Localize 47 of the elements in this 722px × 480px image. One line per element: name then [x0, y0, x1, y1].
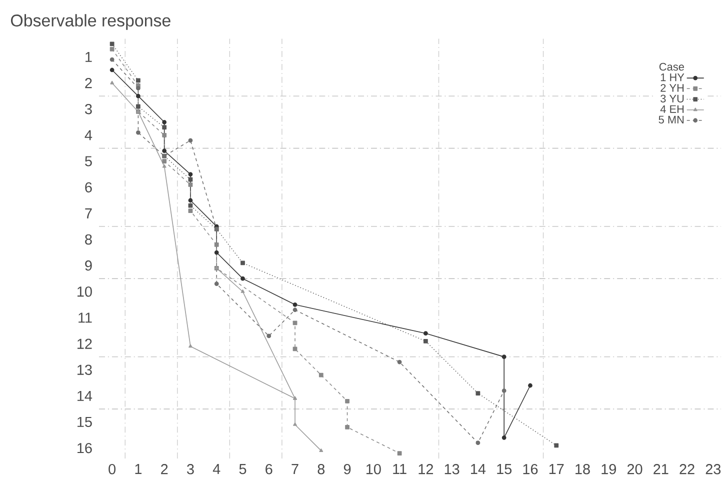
- x-tick-label: 13: [444, 464, 460, 474]
- x-tick-label: 11: [393, 464, 406, 474]
- y-tick-label: 6: [85, 182, 92, 192]
- y-tick-label: 16: [78, 442, 92, 454]
- x-tick-label: 23: [706, 464, 721, 474]
- legend-label: 4 EH: [660, 105, 684, 113]
- y-tick-label: 11: [78, 312, 92, 323]
- x-tick-label: 3: [187, 464, 194, 474]
- x-tick-label: 5: [239, 464, 246, 474]
- y-tick-label: 1: [86, 52, 92, 62]
- x-tick-label: 22: [680, 464, 694, 474]
- y-tick-label: 9: [85, 260, 92, 271]
- y-tick-label: 10: [78, 286, 92, 297]
- y-axis-title: Observable response: [10, 14, 170, 30]
- x-tick-label: 9: [344, 464, 351, 474]
- x-tick-label: 17: [549, 464, 564, 474]
- x-tick-label: 20: [627, 464, 642, 474]
- legend-label: 2 YH: [660, 84, 684, 92]
- x-tick-label: 1: [135, 464, 142, 474]
- y-tick-label: 12: [78, 338, 92, 349]
- x-tick-label: 2: [161, 464, 168, 474]
- x-tick-label: 7: [292, 464, 298, 474]
- x-tick-label: 16: [523, 464, 538, 474]
- y-tick-label: 13: [78, 364, 92, 375]
- y-tick-label: 5: [85, 156, 92, 166]
- x-tick-label: 12: [418, 464, 433, 474]
- x-tick-label: 15: [497, 464, 512, 474]
- legend-label: 3 YU: [660, 94, 684, 102]
- y-tick-label: 15: [78, 416, 92, 428]
- x-tick-label: 19: [602, 464, 616, 474]
- y-tick-label: 14: [78, 390, 92, 401]
- x-tick-label: 8: [318, 464, 325, 474]
- y-tick-label: 2: [85, 78, 92, 88]
- legend-label: 5 MN: [658, 116, 684, 124]
- x-tick-label: 21: [654, 464, 668, 474]
- y-tick-label: 3: [84, 104, 92, 114]
- x-tick-label: 4: [212, 464, 220, 474]
- y-tick-label: 7: [85, 208, 92, 218]
- x-tick-label: 14: [471, 464, 486, 474]
- y-tick-label: 8: [85, 234, 92, 245]
- y-tick-label: 4: [84, 130, 92, 140]
- x-tick-label: 0: [108, 464, 116, 474]
- x-tick-label: 18: [576, 464, 590, 474]
- legend-label: 1 HY: [660, 74, 684, 82]
- legend-title: Case: [659, 62, 684, 71]
- x-tick-label: 6: [266, 464, 272, 474]
- x-tick-label: 10: [366, 464, 381, 474]
